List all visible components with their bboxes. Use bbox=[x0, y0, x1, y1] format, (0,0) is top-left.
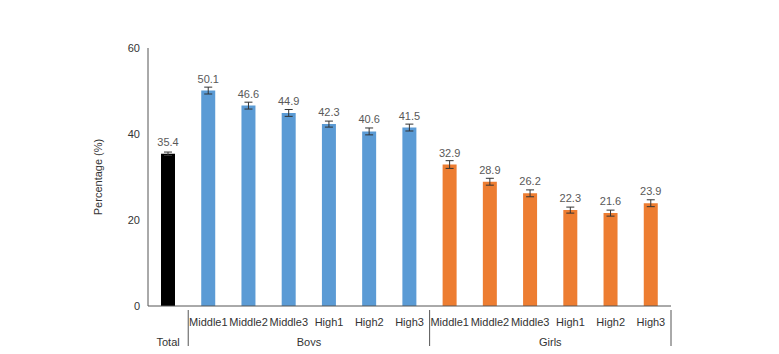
svg-text:26.2: 26.2 bbox=[519, 175, 540, 187]
svg-text:23.9: 23.9 bbox=[640, 185, 661, 197]
svg-text:High1: High1 bbox=[315, 316, 344, 328]
svg-text:High1: High1 bbox=[556, 316, 585, 328]
svg-text:41.5: 41.5 bbox=[399, 110, 420, 122]
svg-text:50.1: 50.1 bbox=[198, 73, 219, 85]
svg-text:20: 20 bbox=[128, 214, 140, 226]
svg-text:21.6: 21.6 bbox=[600, 195, 621, 207]
svg-text:60: 60 bbox=[128, 42, 140, 54]
svg-text:High3: High3 bbox=[395, 316, 424, 328]
svg-text:32.9: 32.9 bbox=[439, 147, 460, 159]
svg-text:Total: Total bbox=[156, 336, 179, 346]
svg-text:42.3: 42.3 bbox=[318, 106, 339, 118]
svg-text:Middle1: Middle1 bbox=[189, 316, 228, 328]
svg-text:46.6: 46.6 bbox=[238, 88, 259, 100]
svg-text:28.9: 28.9 bbox=[479, 164, 500, 176]
svg-text:Girls: Girls bbox=[539, 336, 562, 346]
svg-text:Middle3: Middle3 bbox=[511, 316, 550, 328]
svg-text:High2: High2 bbox=[355, 316, 384, 328]
svg-text:High2: High2 bbox=[596, 316, 625, 328]
svg-text:Middle2: Middle2 bbox=[229, 316, 268, 328]
svg-text:Middle2: Middle2 bbox=[471, 316, 510, 328]
svg-text:40.6: 40.6 bbox=[358, 113, 379, 125]
svg-text:Percentage (%): Percentage (%) bbox=[92, 139, 104, 215]
svg-text:35.4: 35.4 bbox=[157, 136, 178, 148]
svg-text:Middle3: Middle3 bbox=[270, 316, 309, 328]
svg-text:40: 40 bbox=[128, 128, 140, 140]
svg-text:44.9: 44.9 bbox=[278, 95, 299, 107]
svg-text:22.3: 22.3 bbox=[560, 192, 581, 204]
svg-text:High3: High3 bbox=[637, 316, 666, 328]
svg-text:Boys: Boys bbox=[297, 336, 322, 346]
svg-text:0: 0 bbox=[134, 300, 140, 312]
svg-text:Middle1: Middle1 bbox=[430, 316, 469, 328]
